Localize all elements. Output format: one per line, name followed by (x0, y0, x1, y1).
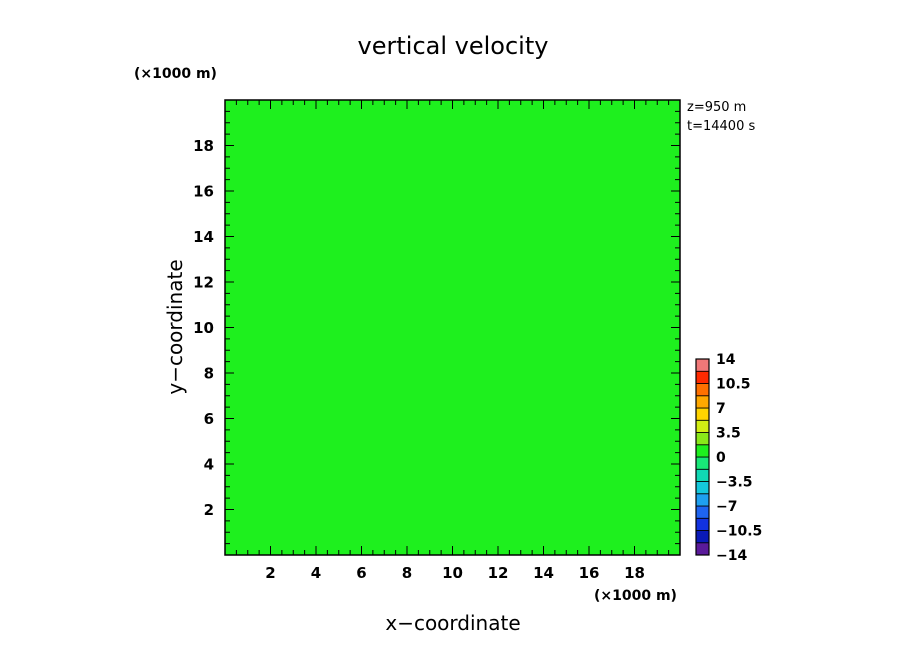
colorbar-frame (695, 358, 710, 556)
colorbar-segment (695, 505, 710, 519)
colorbar-segment (695, 468, 710, 482)
y-tick-label: 6 (204, 410, 214, 428)
annotation-z: z=950 m (687, 100, 746, 115)
colorbar-segment (695, 517, 710, 531)
chart-title: vertical velocity (358, 32, 549, 60)
colorbar-segment (695, 407, 710, 421)
colorbar: −14 −10.5 −7 −3.5 0 3.5 7 10.5 14 (695, 352, 762, 564)
x-tick-label: 2 (265, 564, 275, 582)
y-axis-label: y−coordinate (163, 259, 187, 394)
colorbar-segment (695, 370, 710, 384)
x-tick-label: 16 (579, 564, 600, 582)
colorbar-tick-label: 14 (716, 352, 736, 368)
colorbar-segment (695, 444, 710, 458)
colorbar-segment (695, 358, 710, 372)
x-tick-label: 8 (402, 564, 412, 582)
colorbar-segment (695, 542, 710, 556)
y-tick-label: 2 (204, 501, 214, 519)
colorbar-segment (695, 481, 710, 495)
y-axis-ticks: 2 4 6 8 10 12 14 16 18 (193, 137, 214, 519)
colorbar-segment (695, 432, 710, 446)
x-tick-label: 18 (624, 564, 645, 582)
y-axis-unit: (×1000 m) (134, 66, 217, 82)
x-axis-unit: (×1000 m) (594, 588, 677, 604)
y-tick-label: 4 (204, 456, 214, 474)
colorbar-segment (695, 383, 710, 397)
colorbar-tick-label: 10.5 (716, 377, 751, 393)
x-tick-label: 10 (442, 564, 463, 582)
colorbar-tick-label: 0 (716, 450, 726, 466)
y-tick-label: 18 (193, 137, 214, 155)
colorbar-segment (695, 419, 710, 433)
colorbar-tick-label: 3.5 (716, 426, 741, 442)
colorbar-tick-label: 7 (716, 401, 726, 417)
x-axis-ticks: 2 4 6 8 10 12 14 16 18 (265, 564, 645, 582)
colorbar-segment (695, 456, 710, 470)
colorbar-tick-label: −10.5 (716, 524, 762, 540)
y-tick-label: 16 (193, 183, 214, 201)
colorbar-tick-label: −7 (716, 499, 737, 515)
x-tick-label: 14 (533, 564, 554, 582)
y-tick-label: 14 (193, 228, 214, 246)
colorbar-segment (695, 395, 710, 409)
plot-area (224, 99, 681, 556)
x-tick-label: 6 (356, 564, 366, 582)
colorbar-tick-label: −14 (716, 548, 747, 564)
field-fill (225, 100, 680, 555)
x-axis-label: x−coordinate (385, 611, 520, 635)
plot-frame (224, 99, 681, 556)
colorbar-tick-label: −3.5 (716, 475, 753, 491)
annotation-t: t=14400 s (687, 119, 755, 134)
colorbar-segment (695, 493, 710, 507)
colorbar-segment (695, 530, 710, 544)
x-tick-label: 12 (488, 564, 509, 582)
y-tick-label: 10 (193, 319, 214, 337)
y-tick-label: 8 (204, 365, 214, 383)
x-tick-label: 4 (311, 564, 321, 582)
y-tick-label: 12 (193, 274, 214, 292)
